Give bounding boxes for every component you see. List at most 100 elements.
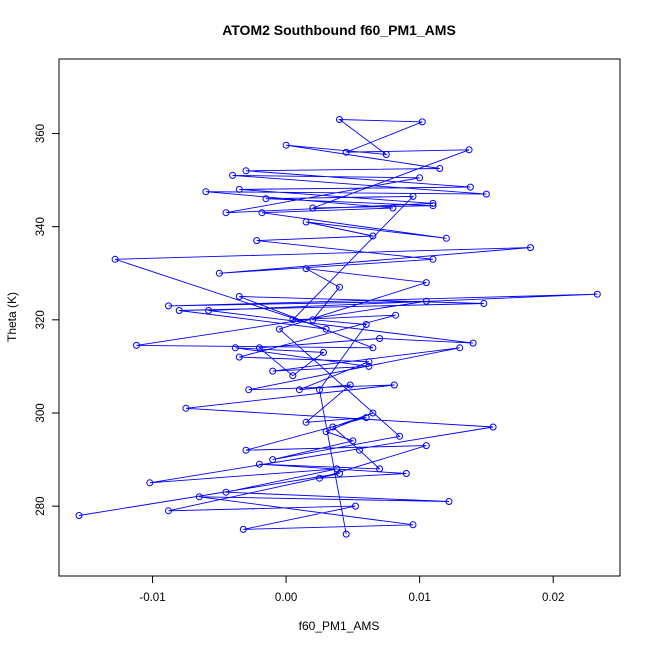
- data-point: [309, 316, 317, 324]
- data-point: [231, 344, 239, 352]
- x-axis-label: f60_PM1_AMS: [299, 619, 380, 633]
- data-point: [392, 311, 400, 319]
- data-point: [456, 344, 464, 352]
- data-point: [215, 269, 223, 277]
- data-point: [442, 234, 450, 242]
- data-point: [527, 244, 534, 252]
- data-point: [409, 521, 417, 529]
- data-point: [349, 437, 357, 445]
- data-point: [356, 446, 363, 454]
- data-point: [365, 358, 373, 366]
- data-point: [336, 283, 343, 291]
- data-point: [165, 507, 172, 515]
- data-point: [376, 335, 384, 342]
- data-point: [329, 423, 337, 431]
- x-axis: -0.01 0.00 0.01 0.02: [139, 575, 564, 604]
- data-point: [333, 465, 341, 473]
- data-point: [295, 386, 303, 394]
- chart-title: ATOM2 Southbound f60_PM1_AMS: [222, 22, 456, 38]
- y-tick-label: 300: [35, 403, 47, 422]
- data-point: [302, 418, 310, 426]
- x-tick-label: -0.01: [139, 592, 165, 604]
- x-tick-label: 0.02: [542, 592, 564, 604]
- data-point: [369, 344, 377, 352]
- y-axis-label: Theta (K): [5, 292, 19, 342]
- data-point: [229, 171, 237, 179]
- data-point: [235, 353, 243, 361]
- data-point: [75, 512, 83, 519]
- data-point: [336, 116, 343, 123]
- data-point: [346, 381, 354, 389]
- data-point: [269, 456, 277, 464]
- data-point: [282, 141, 290, 149]
- data-point: [376, 465, 384, 473]
- data-point: [429, 255, 437, 263]
- data-point: [222, 488, 230, 496]
- data-point: [302, 218, 310, 226]
- x-tick-label: 0.00: [275, 592, 297, 604]
- data-point: [269, 367, 277, 375]
- y-tick-label: 340: [35, 217, 47, 236]
- data-point: [409, 192, 417, 200]
- data-point: [396, 432, 404, 440]
- data-point: [309, 204, 317, 212]
- data-point: [422, 279, 430, 287]
- data-point: [146, 479, 154, 487]
- data-point: [369, 232, 377, 240]
- data-point: [242, 167, 250, 175]
- data-point: [242, 446, 250, 454]
- data-point: [342, 148, 350, 156]
- data-point: [235, 185, 243, 193]
- data-point: [390, 381, 398, 389]
- y-tick-label: 320: [35, 310, 47, 329]
- data-point: [362, 321, 370, 328]
- data-point: [195, 493, 203, 501]
- data-point: [245, 386, 253, 394]
- data-point: [316, 386, 323, 394]
- data-point: [362, 414, 370, 422]
- data-point: [402, 470, 410, 477]
- data-point: [316, 474, 323, 482]
- data-point: [302, 265, 310, 273]
- data-point: [466, 183, 474, 191]
- data-point: [175, 307, 183, 314]
- data-point: [369, 409, 377, 417]
- data-point: [289, 372, 297, 380]
- data-point: [422, 297, 430, 305]
- data-point: [389, 204, 397, 212]
- data-point: [422, 442, 430, 450]
- data-point: [222, 209, 230, 217]
- data-point: [429, 199, 437, 207]
- data-point: [320, 348, 327, 356]
- data-point: [382, 151, 390, 158]
- data-point: [445, 498, 453, 505]
- data-point: [255, 344, 263, 352]
- data-point: [165, 302, 172, 310]
- data-point: [489, 423, 497, 431]
- data-point: [255, 460, 263, 468]
- data-point: [235, 293, 243, 300]
- data-point: [133, 341, 140, 349]
- data-point: [239, 525, 247, 533]
- data-point: [365, 362, 373, 370]
- data-layer: [75, 116, 601, 538]
- data-point: [436, 165, 444, 172]
- data-point: [418, 118, 426, 126]
- data-point: [289, 316, 297, 324]
- data-point: [480, 300, 488, 307]
- y-tick-label: 280: [35, 497, 47, 516]
- data-point: [465, 146, 473, 154]
- data-point: [205, 307, 213, 314]
- data-point: [111, 255, 119, 263]
- y-tick-label: 360: [35, 124, 47, 143]
- data-point: [352, 502, 359, 510]
- data-point: [322, 428, 330, 436]
- data-point: [342, 530, 350, 538]
- data-point: [322, 325, 330, 333]
- data-point: [429, 202, 437, 210]
- data-point: [416, 174, 424, 182]
- data-point: [182, 404, 190, 412]
- data-point: [202, 188, 210, 196]
- data-point: [593, 290, 601, 298]
